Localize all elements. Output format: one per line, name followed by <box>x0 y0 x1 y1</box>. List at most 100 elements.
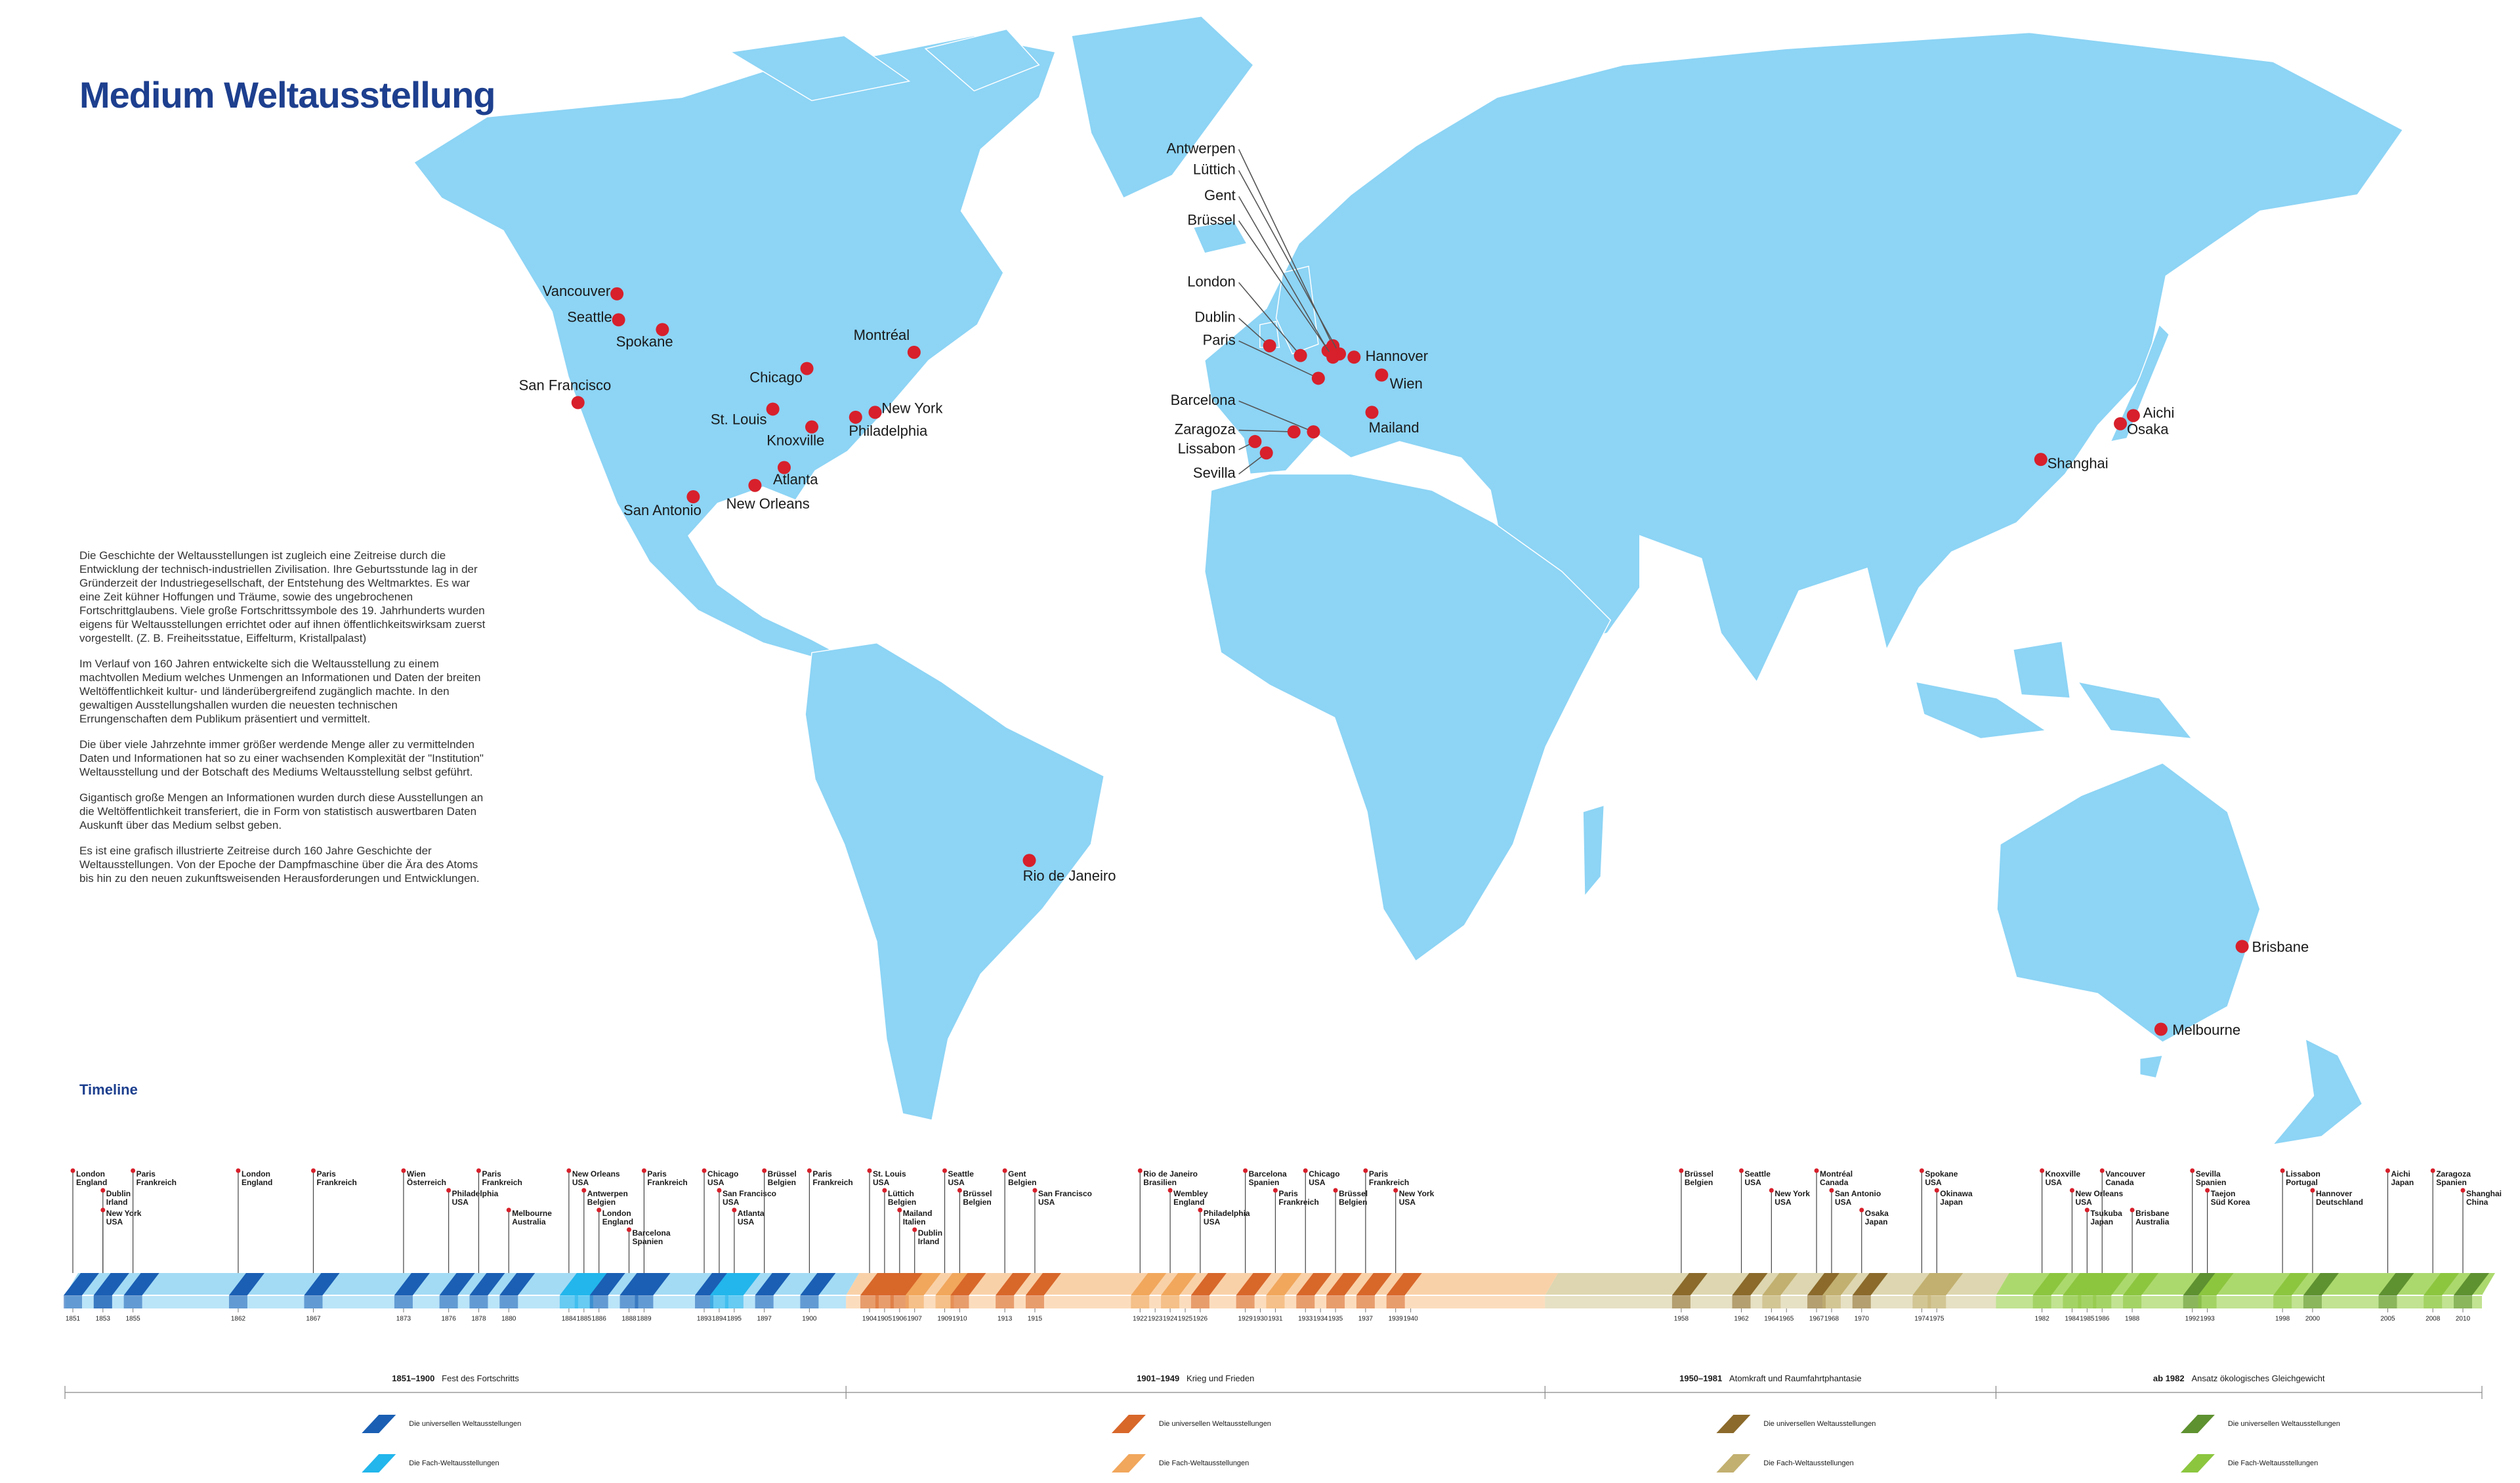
expo-city: New Orleans <box>572 1169 620 1179</box>
expo-country: Belgien <box>963 1198 991 1207</box>
year-tick-label: 1992 <box>2185 1316 2200 1323</box>
year-tick-label: 2008 <box>2426 1316 2441 1323</box>
expo-pin <box>2385 1168 2390 1173</box>
expo-stripe-front <box>1762 1295 1781 1308</box>
year-tick-label: 1937 <box>1358 1316 1374 1323</box>
expo-pin <box>2099 1168 2105 1173</box>
expo-country: Belgien <box>1008 1178 1036 1187</box>
expo-pin <box>897 1207 902 1213</box>
expo-stripe-front <box>1326 1295 1345 1308</box>
land <box>1192 220 1248 254</box>
expo-stripe <box>1732 1273 1768 1295</box>
expo-pin <box>912 1227 917 1232</box>
expo-country: USA <box>707 1178 724 1187</box>
expo-pin <box>1167 1188 1173 1193</box>
expo-city: Chicago <box>1309 1169 1339 1179</box>
expo-pin <box>566 1168 572 1173</box>
year-tick-label: 1905 <box>877 1316 892 1323</box>
leader-line <box>1238 318 1270 346</box>
year-tick-label: 1924 <box>1163 1316 1178 1323</box>
expo-stripe-front <box>589 1295 608 1308</box>
expo-stripe <box>2273 1273 2309 1295</box>
expo-country: Irland <box>918 1237 940 1246</box>
legend-swatch <box>2180 1454 2215 1473</box>
expo-pin <box>1363 1168 1368 1173</box>
expo-stripe <box>1025 1273 1061 1295</box>
expo-country: Canada <box>2105 1178 2134 1187</box>
expo-country: Japan <box>1940 1198 1963 1207</box>
expo-country: Brasilien <box>1143 1178 1177 1187</box>
expo-country: Belgien <box>1685 1178 1713 1187</box>
expo-stripe <box>709 1273 746 1295</box>
city-dot <box>1259 446 1273 460</box>
city-label: Melbourne <box>2172 1022 2240 1038</box>
expo-stripe <box>2378 1273 2414 1295</box>
year-tick-label: 1922 <box>1133 1316 1148 1323</box>
expo-stripe-front <box>935 1295 954 1308</box>
expo-country: Frankreich <box>136 1178 177 1187</box>
expo-stripe <box>890 1273 926 1295</box>
expo-stripe <box>64 1273 99 1295</box>
city-dot <box>2235 940 2249 953</box>
expo-stripe-front <box>1912 1295 1931 1308</box>
expo-city: Brüssel <box>963 1189 992 1198</box>
leader-line <box>1238 220 1334 358</box>
expo-stripe-front <box>1266 1295 1285 1308</box>
expo-city: Mailand <box>903 1209 933 1218</box>
expo-country: Australia <box>512 1217 546 1226</box>
expo-country: Belgien <box>768 1178 796 1187</box>
expo-stripe-front <box>709 1295 728 1308</box>
city-label: Vancouver <box>543 283 611 299</box>
expo-stripe-front <box>1161 1295 1180 1308</box>
expo-city: Zaragoza <box>2436 1169 2471 1179</box>
city-label: Philadelphia <box>849 423 928 439</box>
city-label: New Orleans <box>726 495 810 512</box>
expo-pin <box>641 1168 646 1173</box>
expo-stripe <box>755 1273 791 1295</box>
expo-city: Philadelphia <box>452 1189 499 1198</box>
expo-city: Sevilla <box>2196 1169 2221 1179</box>
city-label: Dublin <box>1194 309 1235 325</box>
era-band-front <box>1996 1295 2482 1308</box>
year-tick-label: 1985 <box>2080 1316 2095 1323</box>
era-range: 1950–1981 <box>1679 1373 1722 1383</box>
expo-city: Montréal <box>1820 1169 1853 1179</box>
expo-country: USA <box>1745 1178 1762 1187</box>
expo-pin <box>1829 1188 1834 1193</box>
expo-pin <box>2084 1207 2090 1213</box>
city-label: Lissabon <box>1178 440 1236 457</box>
expo-stripe <box>1131 1273 1167 1295</box>
year-tick-label: 1910 <box>952 1316 967 1323</box>
expo-city: Paris <box>812 1169 832 1179</box>
legend-label: Die universellen Weltausstellungen <box>409 1420 521 1428</box>
city-dot <box>1287 425 1301 439</box>
city-dot <box>1326 350 1340 364</box>
city-label: Brisbane <box>2252 939 2309 955</box>
city-label: Rio de Janeiro <box>1023 867 1116 884</box>
expo-country: Portugal <box>2286 1178 2318 1187</box>
expo-stripe <box>800 1273 836 1295</box>
expo-pin <box>807 1168 812 1173</box>
year-tick-label: 1974 <box>1914 1316 1929 1323</box>
land <box>1582 804 1605 898</box>
expo-country: USA <box>2046 1178 2063 1187</box>
expo-country: Deutschland <box>2316 1198 2363 1207</box>
expo-pin <box>2205 1188 2210 1193</box>
era-range: ab 1982 <box>2153 1373 2185 1383</box>
expo-city: Dublin <box>106 1189 131 1198</box>
legend-swatch <box>362 1415 396 1433</box>
expo-stripe-front <box>123 1295 142 1308</box>
expo-country: England <box>602 1217 633 1226</box>
year-tick-label: 1907 <box>908 1316 923 1323</box>
expo-stripe <box>469 1273 505 1295</box>
expo-pin <box>882 1188 887 1193</box>
city-label: Wien <box>1390 375 1423 392</box>
expo-pin <box>2040 1168 2045 1173</box>
era-range: 1901–1949 <box>1137 1373 1179 1383</box>
expo-stripe-front <box>2273 1295 2292 1308</box>
expo-city: Paris <box>1369 1169 1389 1179</box>
expo-stripe <box>1671 1273 1708 1295</box>
expo-stripe <box>724 1273 761 1295</box>
expo-pin <box>702 1168 707 1173</box>
expo-stripe-front <box>1852 1295 1871 1308</box>
